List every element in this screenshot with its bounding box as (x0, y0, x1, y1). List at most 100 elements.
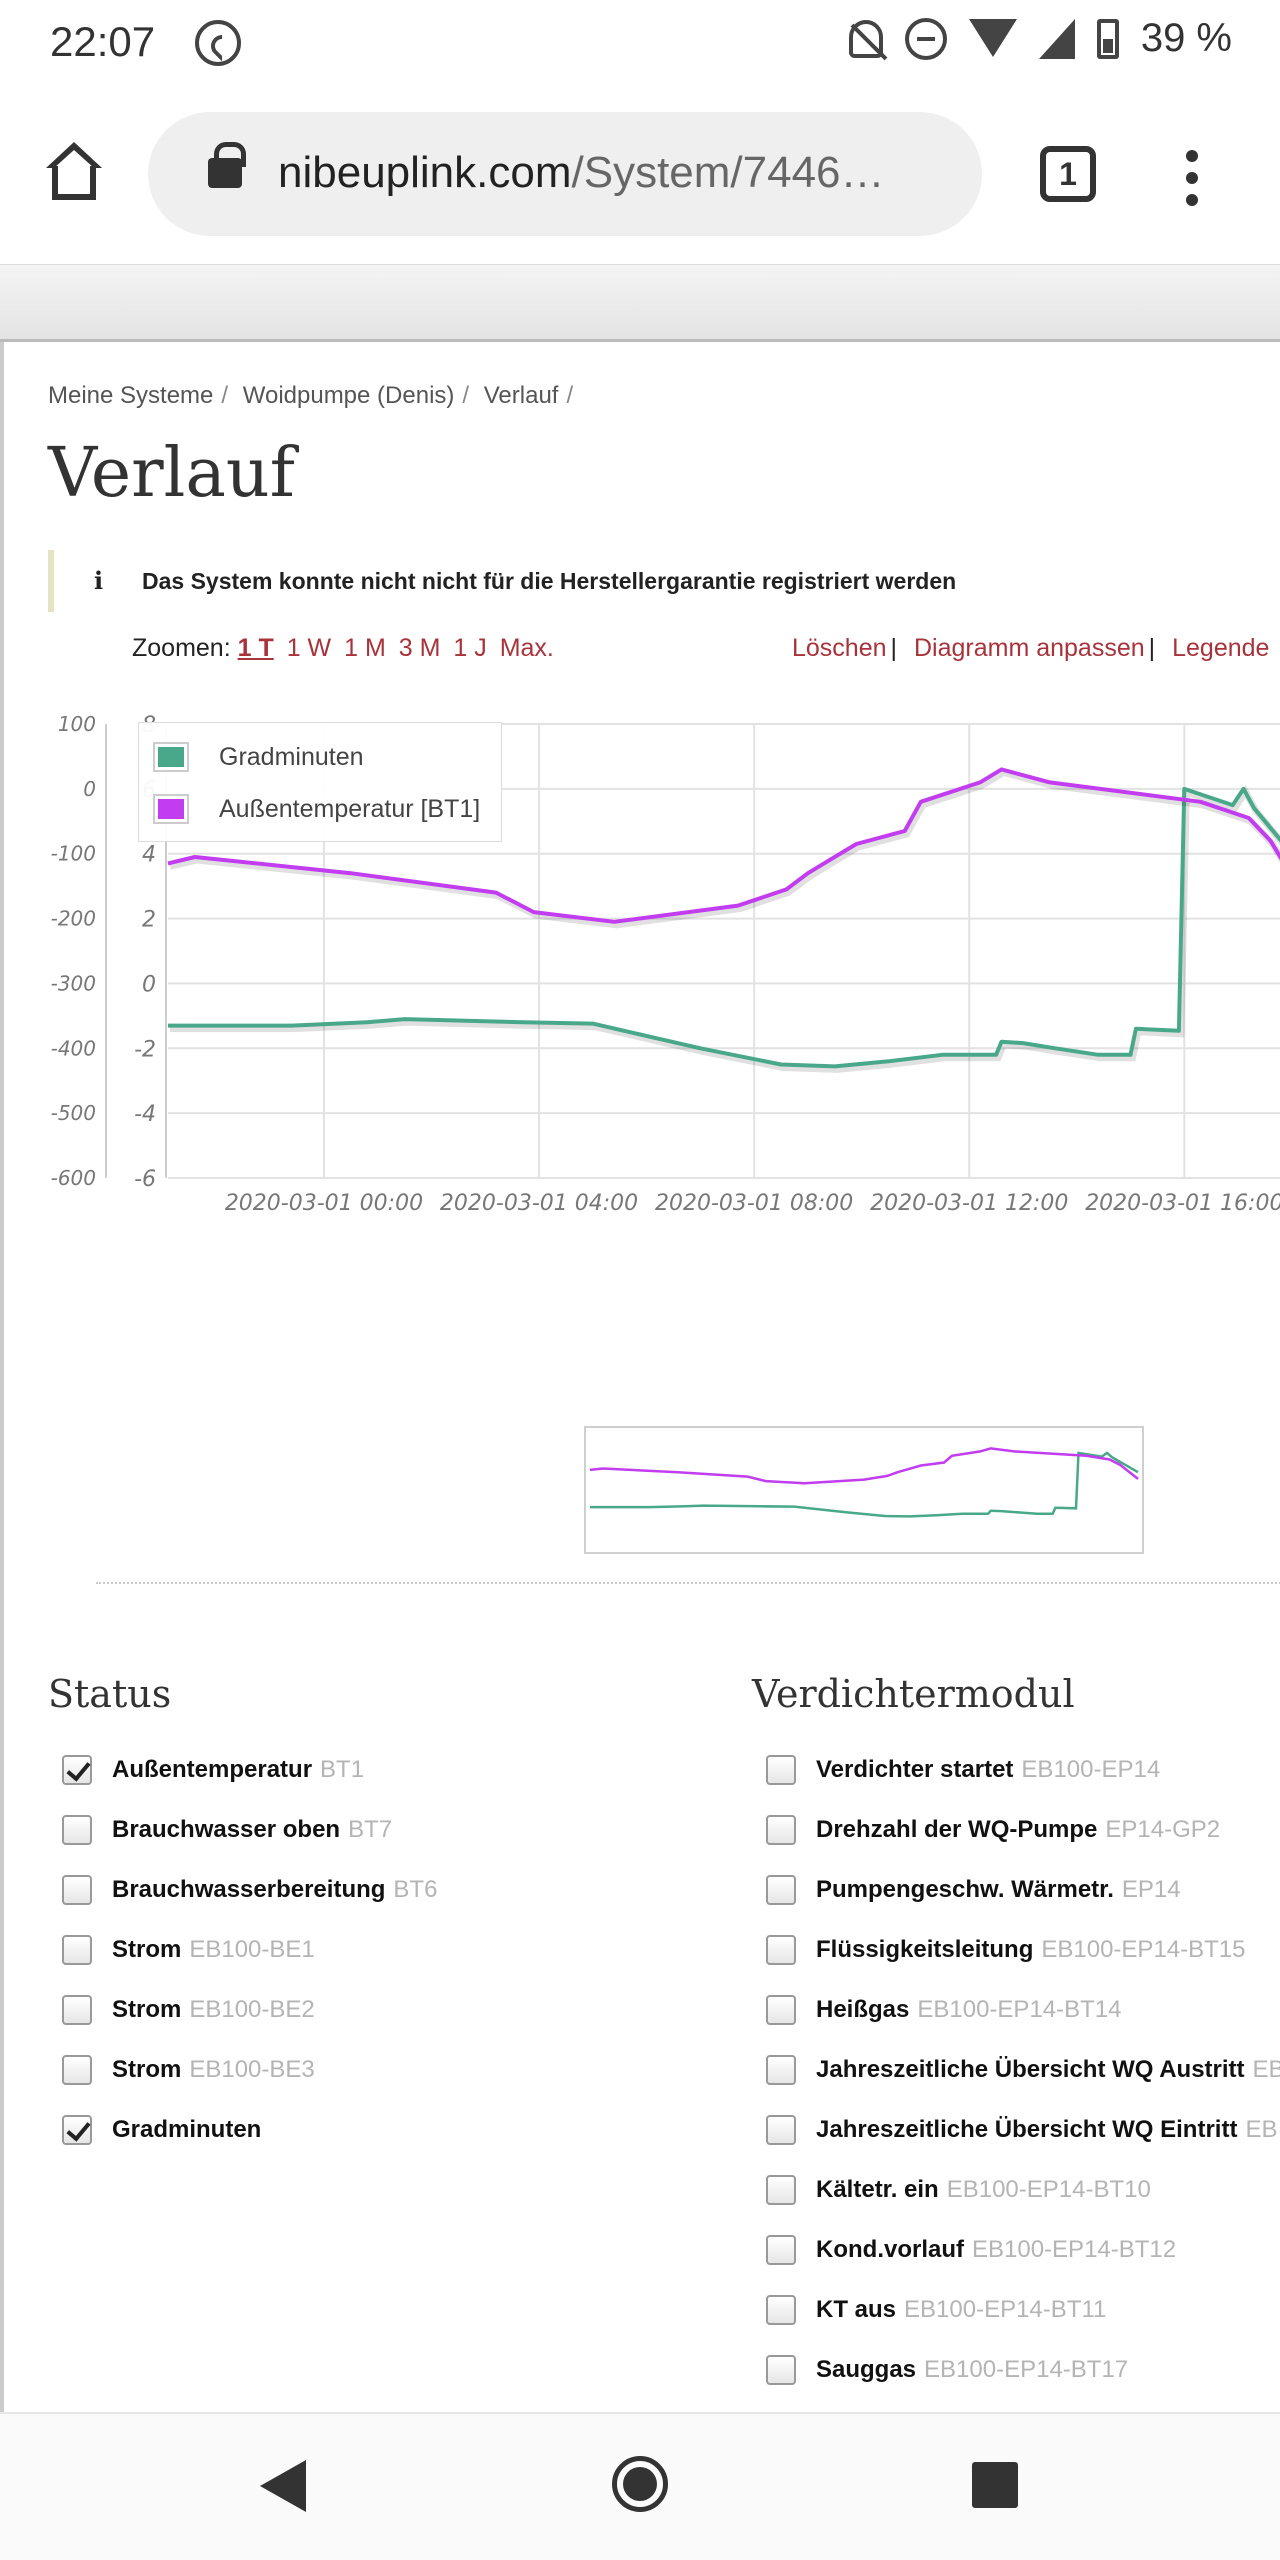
zoom-1-year[interactable]: 1 J (453, 634, 487, 662)
compressor-parameter-row[interactable]: Jahreszeitliche Übersicht WQ Austritt EB (752, 2040, 1280, 2100)
history-chart[interactable]: 100806-1004-2002-3000-400-2-500-4-600-62… (48, 702, 1280, 1302)
series-line-gradminuten (168, 786, 1280, 1069)
home-circle-icon[interactable] (612, 2456, 668, 2512)
legend-item-aussentemperatur[interactable]: Außentemperatur [BT1] (153, 789, 480, 829)
left-axis-tick-label: -300 (51, 971, 96, 995)
parameter-checkbox[interactable] (62, 1875, 92, 1905)
breadcrumb-link-systems[interactable]: Meine Systeme (48, 382, 214, 409)
battery-percent: 39 % (1140, 16, 1232, 60)
zoom-1-week[interactable]: 1 W (286, 634, 332, 662)
compressor-parameter-row[interactable]: Verdichter startet EB100-EP14 (752, 1740, 1280, 1800)
compressor-parameter-row[interactable]: Pumpengeschw. Wärmetr. EP14 (752, 1860, 1280, 1920)
status-parameter-row[interactable]: Gradminuten (48, 2100, 437, 2160)
parameter-name: Flüssigkeitsleitung (816, 1936, 1034, 1963)
parameter-code: EB100-EP14-BT11 (904, 2296, 1107, 2323)
zoom-1-month[interactable]: 1 M (344, 634, 386, 662)
delete-link[interactable]: Löschen (792, 634, 887, 662)
url-text: nibeuplink.com/System/7446… (278, 148, 885, 197)
parameter-code: BT7 (348, 1816, 393, 1843)
parameter-code: BT6 (393, 1876, 438, 1903)
parameter-checkbox[interactable] (766, 1875, 796, 1905)
parameter-name: Jahreszeitliche Übersicht WQ Eintritt (816, 2116, 1238, 2143)
parameter-checkbox[interactable] (766, 1755, 796, 1785)
parameter-checkbox[interactable] (62, 2115, 92, 2145)
navigator-plot (589, 1447, 1139, 1518)
customize-chart-link[interactable]: Diagramm anpassen (913, 634, 1145, 662)
parameter-checkbox[interactable] (62, 1755, 92, 1785)
compressor-parameter-row[interactable]: Flüssigkeitsleitung EB100-EP14-BT15 (752, 1920, 1280, 1980)
page-title: Verlauf (48, 434, 295, 513)
parameter-checkbox[interactable] (766, 1995, 796, 2025)
right-axis-tick-label: -2 (134, 1037, 156, 1062)
parameter-checkbox[interactable] (766, 2055, 796, 2085)
chart-navigator[interactable] (584, 1426, 1144, 1554)
compressor-parameter-row[interactable]: Heißgas EB100-EP14-BT14 (752, 1980, 1280, 2040)
status-parameter-row[interactable]: Brauchwasserbereitung BT6 (48, 1860, 437, 1920)
series-line-aussentemperatur (167, 767, 1280, 924)
compressor-parameter-row[interactable]: KT aus EB100-EP14-BT11 (752, 2280, 1280, 2340)
legend-swatch-aussentemperatur (153, 794, 189, 824)
compressor-parameter-row[interactable]: Kond.vorlauf EB100-EP14-BT12 (752, 2220, 1280, 2280)
tab-switcher-button[interactable]: 1 (1040, 146, 1096, 202)
navigator-series-line (589, 1447, 1139, 1485)
parameter-code: EB100-EP14-BT12 (972, 2236, 1177, 2263)
x-axis-tick-label: 2020-03-01 08:00 (655, 1191, 853, 1216)
status-parameter-row[interactable]: Strom EB100-BE2 (48, 1980, 437, 2040)
zoom-label: Zoomen: (132, 634, 231, 662)
parameter-code: EB (1245, 2116, 1278, 2143)
zoom-3-months[interactable]: 3 M (398, 634, 441, 662)
parameter-checkbox[interactable] (766, 2175, 796, 2205)
parameter-code: EB100-EP14-BT15 (1041, 1936, 1246, 1963)
zoom-max[interactable]: Max. (499, 634, 554, 662)
parameter-checkbox[interactable] (766, 2295, 796, 2325)
parameter-code: EB100-BE2 (189, 1996, 315, 2023)
breadcrumb-link-history[interactable]: Verlauf (483, 382, 559, 409)
legend-link[interactable]: Legende (1172, 634, 1270, 662)
browser-toolbar: nibeuplink.com/System/7446… 1 (0, 88, 1280, 264)
status-parameter-row[interactable]: Brauchwasser oben BT7 (48, 1800, 437, 1860)
status-parameter-row[interactable]: Außentemperatur BT1 (48, 1740, 437, 1800)
recent-apps-icon[interactable] (972, 2462, 1018, 2508)
clock: 22:07 (50, 18, 156, 65)
parameter-checkbox[interactable] (62, 2055, 92, 2085)
legend-item-gradminuten[interactable]: Gradminuten (153, 737, 364, 777)
status-parameter-row[interactable]: Strom EB100-BE1 (48, 1920, 437, 1980)
compressor-parameter-row[interactable]: Jahreszeitliche Übersicht WQ Eintritt EB (752, 2100, 1280, 2160)
parameter-code: EP14 (1121, 1876, 1181, 1903)
zoom-1-day[interactable]: 1 T (237, 634, 274, 662)
parameter-checkbox[interactable] (62, 1815, 92, 1845)
parameter-code: EP14-GP2 (1105, 1816, 1221, 1843)
parameter-name: Kältetr. ein (816, 2176, 939, 2203)
home-icon[interactable] (44, 142, 104, 202)
android-nav-bar (0, 2412, 1280, 2560)
legend-label-gradminuten: Gradminuten (219, 742, 364, 771)
parameter-name: Kond.vorlauf (816, 2236, 964, 2263)
status-group-title: Status (48, 1672, 172, 1716)
site-header-strip (0, 264, 1280, 342)
parameter-code: EB (1252, 2056, 1280, 2083)
back-icon[interactable] (260, 2460, 306, 2512)
url-bar[interactable]: nibeuplink.com/System/7446… (148, 112, 982, 236)
parameter-name: Strom (112, 1996, 182, 2023)
compressor-parameter-row[interactable]: Kältetr. ein EB100-EP14-BT10 (752, 2160, 1280, 2220)
parameter-name: Strom (112, 1936, 182, 1963)
compressor-parameter-row[interactable]: Sauggas EB100-EP14-BT17 (752, 2340, 1280, 2400)
compressor-parameter-row[interactable]: Drehzahl der WQ-Pumpe EP14-GP2 (752, 1800, 1280, 1860)
parameter-checkbox[interactable] (766, 1935, 796, 1965)
more-menu-icon[interactable] (1180, 150, 1204, 210)
parameter-checkbox[interactable] (766, 1815, 796, 1845)
section-divider (96, 1582, 1280, 1584)
status-parameter-group: Status Außentemperatur BT1 Brauchwasser ob… (48, 1672, 437, 2160)
right-axis-tick-label: 2 (142, 908, 156, 933)
parameter-checkbox[interactable] (766, 2235, 796, 2265)
x-axis-tick-label: 2020-03-01 16:00 (1085, 1191, 1280, 1216)
parameter-checkbox[interactable] (766, 2355, 796, 2385)
breadcrumb-link-system[interactable]: Woidpumpe (Denis) (242, 382, 455, 409)
parameter-checkbox[interactable] (766, 2115, 796, 2145)
status-parameter-row[interactable]: Strom EB100-BE3 (48, 2040, 437, 2100)
zoom-controls: Zoomen: 1 T 1 W 1 M 3 M 1 J Max. (132, 634, 560, 663)
left-axis-tick-label: -100 (51, 842, 96, 866)
lock-icon (208, 142, 246, 188)
parameter-checkbox[interactable] (62, 1995, 92, 2025)
parameter-checkbox[interactable] (62, 1935, 92, 1965)
